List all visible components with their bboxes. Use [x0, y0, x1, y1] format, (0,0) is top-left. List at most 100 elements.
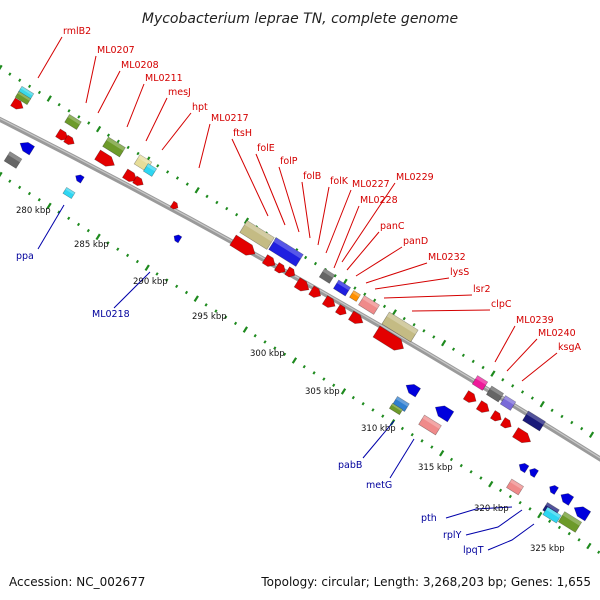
gene-shine — [17, 91, 31, 101]
gene-label[interactable]: ML0239 — [516, 315, 554, 326]
gene-label[interactable]: folK — [330, 176, 349, 187]
leader-line — [317, 186, 330, 246]
tick-mark — [441, 339, 447, 347]
gene-label[interactable]: ML0240 — [538, 328, 576, 339]
tick-mark — [175, 284, 179, 289]
gene-label[interactable]: hpt — [192, 102, 208, 113]
gene-body — [75, 174, 85, 184]
gene-label[interactable]: ML0232 — [428, 252, 466, 263]
gene-label[interactable]: ML0218 — [92, 309, 130, 320]
gene-label[interactable]: clpC — [491, 299, 512, 310]
tick-mark — [18, 78, 22, 82]
gene-label[interactable]: folE — [257, 143, 275, 154]
gene-shine — [362, 295, 380, 309]
gene-feature — [64, 114, 82, 130]
gene-label[interactable]: panC — [380, 221, 405, 232]
gene-shine — [422, 415, 442, 429]
gene-arrow — [55, 128, 69, 141]
gene-feature — [14, 90, 32, 106]
gene-shine — [322, 268, 335, 278]
gene-shine — [545, 506, 562, 519]
gene-label[interactable]: ksgA — [558, 342, 581, 353]
gene-label[interactable]: ftsH — [233, 128, 252, 139]
gene-feature — [381, 311, 419, 343]
gene-label[interactable]: lsr2 — [473, 284, 491, 295]
gene-arrow — [132, 175, 144, 186]
gene-arrow — [63, 134, 75, 145]
tick-mark — [371, 408, 375, 412]
leader-line — [333, 205, 360, 269]
gene-arrow — [321, 295, 336, 308]
gene-body — [308, 285, 322, 298]
gene-label[interactable]: metG — [366, 480, 392, 491]
gene-arrow — [372, 325, 404, 351]
gene-body — [506, 478, 524, 496]
gene-body — [173, 234, 183, 244]
gene-label[interactable]: folB — [303, 171, 321, 182]
gene-arrow — [573, 506, 592, 522]
tick-mark — [498, 488, 503, 493]
gene-label[interactable]: pth — [421, 513, 437, 524]
gene-label[interactable]: ML0227 — [352, 179, 390, 190]
tick-mark — [548, 519, 552, 523]
gene-label[interactable]: ppa — [16, 251, 34, 262]
leader-line — [85, 55, 97, 104]
tick-mark — [461, 353, 465, 358]
gene-body — [284, 266, 296, 278]
gene-body — [239, 220, 275, 250]
gene-shine — [562, 511, 582, 526]
leader-line — [355, 246, 403, 277]
tick-mark — [225, 206, 229, 211]
tick-mark — [76, 222, 81, 227]
gene-label[interactable]: panD — [403, 236, 428, 247]
gene-feature — [349, 290, 361, 302]
gene-arrow — [434, 405, 455, 423]
gene-shine — [67, 114, 82, 125]
tick-mark — [116, 247, 120, 251]
tick-mark — [242, 326, 249, 333]
tick-mark — [412, 323, 416, 327]
tick-mark — [588, 431, 595, 439]
gene-label[interactable]: lpqT — [463, 545, 484, 556]
gene-arrow — [173, 234, 183, 244]
tick-mark — [451, 347, 456, 351]
gene-arrow — [512, 427, 532, 444]
tick-mark — [136, 151, 140, 156]
gene-body — [333, 279, 351, 297]
gene-body — [560, 493, 575, 506]
gene-label[interactable]: ML0217 — [211, 113, 249, 124]
tick-mark — [57, 102, 61, 107]
gene-label[interactable]: lysS — [450, 267, 469, 278]
tick-mark — [312, 371, 316, 375]
gene-arrow — [284, 266, 296, 278]
tick-mark — [116, 139, 120, 144]
gene-body — [358, 295, 380, 315]
gene-body — [471, 375, 489, 391]
tick-mark — [373, 298, 377, 302]
tick-mark — [570, 420, 574, 425]
gene-arrow — [518, 463, 530, 474]
gene-body — [64, 114, 82, 130]
gene-label[interactable]: ML0208 — [121, 60, 159, 71]
gene-label[interactable]: rplY — [443, 530, 462, 541]
genome-summary-text: Topology: circular; Length: 3,268,203 bp… — [260, 575, 591, 589]
gene-label[interactable]: ML0228 — [360, 195, 398, 206]
gene-label[interactable]: rmlB2 — [63, 26, 91, 37]
gene-body — [557, 511, 583, 533]
gene-feature — [557, 511, 583, 533]
gene-label[interactable]: ML0211 — [145, 73, 183, 84]
kbp-label: 325 kbp — [530, 544, 565, 554]
gene-body — [334, 304, 347, 316]
gene-label[interactable]: pabB — [338, 460, 362, 471]
gene-label[interactable]: ML0207 — [97, 45, 135, 56]
tick-mark — [420, 439, 424, 443]
gene-shine — [7, 151, 22, 163]
tick-mark — [490, 370, 496, 377]
gene-label[interactable]: ML0229 — [396, 172, 434, 183]
leader-line — [37, 36, 63, 79]
gene-label[interactable]: mesJ — [168, 87, 191, 98]
tick-mark — [87, 121, 91, 125]
gene-label[interactable]: folP — [280, 156, 298, 167]
gene-body — [10, 97, 24, 110]
tick-mark — [580, 426, 584, 431]
